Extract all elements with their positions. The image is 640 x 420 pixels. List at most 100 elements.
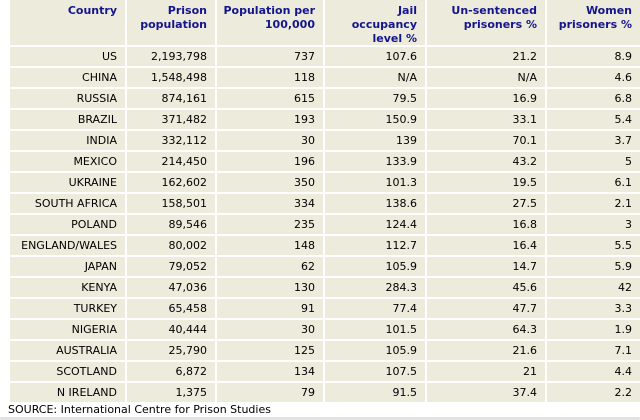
bottom-divider: [0, 417, 640, 420]
cell-unsentenced: 21.6: [427, 341, 545, 360]
cell-unsentenced: 33.1: [427, 110, 545, 129]
cell-country: BRAZIL: [10, 110, 125, 129]
cell-country: POLAND: [10, 215, 125, 234]
cell-population-per-100k: 91: [217, 299, 323, 318]
table-row: MEXICO 214,450 196 133.9 43.2 5: [10, 152, 640, 171]
cell-population-per-100k: 148: [217, 236, 323, 255]
cell-women: 3.3: [547, 299, 640, 318]
table-row: POLAND 89,546 235 124.4 16.8 3: [10, 215, 640, 234]
table-row: INDIA 332,112 30 139 70.1 3.7: [10, 131, 640, 150]
cell-population-per-100k: 615: [217, 89, 323, 108]
cell-jail-occupancy: 139: [325, 131, 425, 150]
column-header-jail-occupancy: Jail occupancy level %: [325, 0, 425, 45]
table-row: CHINA 1,548,498 118 N/A N/A 4.6: [10, 68, 640, 87]
cell-prison-population: 80,002: [127, 236, 215, 255]
table-row: BRAZIL 371,482 193 150.9 33.1 5.4: [10, 110, 640, 129]
table-row: SCOTLAND 6,872 134 107.5 21 4.4: [10, 362, 640, 381]
table-row: RUSSIA 874,161 615 79.5 16.9 6.8: [10, 89, 640, 108]
cell-unsentenced: 19.5: [427, 173, 545, 192]
cell-unsentenced: 16.4: [427, 236, 545, 255]
cell-prison-population: 79,052: [127, 257, 215, 276]
cell-prison-population: 162,602: [127, 173, 215, 192]
table-row: SOUTH AFRICA 158,501 334 138.6 27.5 2.1: [10, 194, 640, 213]
column-header-women: Women prisoners %: [547, 0, 640, 45]
cell-women: 3: [547, 215, 640, 234]
cell-unsentenced: 14.7: [427, 257, 545, 276]
cell-jail-occupancy: 107.6: [325, 47, 425, 66]
column-header-country: Country: [10, 0, 125, 45]
table-header-row: Country Prison population Population per…: [10, 0, 640, 45]
source-note: SOURCE: International Centre for Prison …: [8, 403, 271, 416]
cell-jail-occupancy: 124.4: [325, 215, 425, 234]
cell-unsentenced: 37.4: [427, 383, 545, 402]
cell-country: AUSTRALIA: [10, 341, 125, 360]
cell-population-per-100k: 30: [217, 131, 323, 150]
table-row: N IRELAND 1,375 79 91.5 37.4 2.2: [10, 383, 640, 402]
table-row: NIGERIA 40,444 30 101.5 64.3 1.9: [10, 320, 640, 339]
cell-women: 5.4: [547, 110, 640, 129]
cell-prison-population: 25,790: [127, 341, 215, 360]
cell-prison-population: 2,193,798: [127, 47, 215, 66]
cell-women: 1.9: [547, 320, 640, 339]
table-row: AUSTRALIA 25,790 125 105.9 21.6 7.1: [10, 341, 640, 360]
table-row: ENGLAND/WALES 80,002 148 112.7 16.4 5.5: [10, 236, 640, 255]
cell-women: 4.4: [547, 362, 640, 381]
cell-women: 6.1: [547, 173, 640, 192]
cell-jail-occupancy: 79.5: [325, 89, 425, 108]
cell-country: CHINA: [10, 68, 125, 87]
cell-country: N IRELAND: [10, 383, 125, 402]
table-row: UKRAINE 162,602 350 101.3 19.5 6.1: [10, 173, 640, 192]
cell-women: 5.5: [547, 236, 640, 255]
cell-population-per-100k: 193: [217, 110, 323, 129]
cell-women: 2.1: [547, 194, 640, 213]
cell-population-per-100k: 134: [217, 362, 323, 381]
cell-jail-occupancy: 133.9: [325, 152, 425, 171]
cell-country: US: [10, 47, 125, 66]
column-header-population-per-100k: Population per 100,000: [217, 0, 323, 45]
cell-population-per-100k: 118: [217, 68, 323, 87]
cell-population-per-100k: 334: [217, 194, 323, 213]
cell-jail-occupancy: 150.9: [325, 110, 425, 129]
cell-unsentenced: 16.8: [427, 215, 545, 234]
cell-prison-population: 214,450: [127, 152, 215, 171]
cell-population-per-100k: 235: [217, 215, 323, 234]
cell-country: SCOTLAND: [10, 362, 125, 381]
cell-unsentenced: 21.2: [427, 47, 545, 66]
cell-country: KENYA: [10, 278, 125, 297]
cell-country: NIGERIA: [10, 320, 125, 339]
cell-population-per-100k: 350: [217, 173, 323, 192]
column-header-prison-population: Prison population: [127, 0, 215, 45]
cell-jail-occupancy: 91.5: [325, 383, 425, 402]
cell-population-per-100k: 196: [217, 152, 323, 171]
cell-unsentenced: N/A: [427, 68, 545, 87]
cell-jail-occupancy: N/A: [325, 68, 425, 87]
cell-population-per-100k: 130: [217, 278, 323, 297]
cell-women: 6.8: [547, 89, 640, 108]
cell-country: INDIA: [10, 131, 125, 150]
cell-prison-population: 1,375: [127, 383, 215, 402]
prison-statistics-table: Country Prison population Population per…: [10, 0, 640, 404]
cell-women: 3.7: [547, 131, 640, 150]
cell-unsentenced: 43.2: [427, 152, 545, 171]
cell-population-per-100k: 737: [217, 47, 323, 66]
cell-women: 8.9: [547, 47, 640, 66]
cell-unsentenced: 27.5: [427, 194, 545, 213]
cell-country: TURKEY: [10, 299, 125, 318]
cell-population-per-100k: 79: [217, 383, 323, 402]
cell-women: 5.9: [547, 257, 640, 276]
cell-jail-occupancy: 77.4: [325, 299, 425, 318]
cell-prison-population: 65,458: [127, 299, 215, 318]
cell-jail-occupancy: 101.3: [325, 173, 425, 192]
cell-prison-population: 1,548,498: [127, 68, 215, 87]
cell-population-per-100k: 125: [217, 341, 323, 360]
table-row: JAPAN 79,052 62 105.9 14.7 5.9: [10, 257, 640, 276]
cell-prison-population: 158,501: [127, 194, 215, 213]
cell-country: RUSSIA: [10, 89, 125, 108]
table-body: US 2,193,798 737 107.6 21.2 8.9 CHINA 1,…: [10, 47, 640, 402]
cell-women: 42: [547, 278, 640, 297]
column-header-unsentenced: Un-sentenced prisoners %: [427, 0, 545, 45]
cell-jail-occupancy: 112.7: [325, 236, 425, 255]
cell-country: ENGLAND/WALES: [10, 236, 125, 255]
cell-women: 7.1: [547, 341, 640, 360]
cell-country: SOUTH AFRICA: [10, 194, 125, 213]
